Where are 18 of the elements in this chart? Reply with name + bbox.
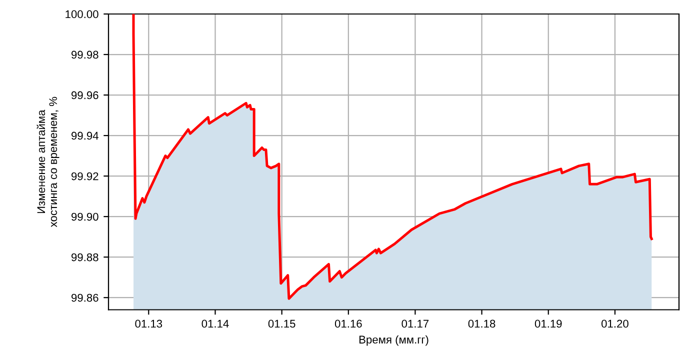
x-tick-label: 01.16 xyxy=(334,320,362,328)
x-axis-title: Время (мм.гг) xyxy=(359,335,428,346)
y-axis-title: Изменение аптайма хостинга со временем, % xyxy=(36,96,60,228)
y-tick-label: 99.98 xyxy=(71,50,98,59)
x-tick-label: 01.18 xyxy=(468,320,496,328)
y-tick-label: 100.00 xyxy=(66,10,98,18)
x-tick-label: 01.20 xyxy=(601,320,628,328)
x-tick-label: 01.19 xyxy=(534,320,562,328)
y-tick-label: 99.92 xyxy=(71,172,98,180)
x-tick-label: 01.14 xyxy=(202,320,229,328)
y-tick-label: 99.88 xyxy=(71,253,98,262)
y-tick-label: 99.94 xyxy=(71,132,98,140)
y-tick-label: 99.96 xyxy=(71,91,98,100)
x-tick-label: 01.17 xyxy=(402,320,429,328)
x-tick-label: 01.13 xyxy=(135,320,162,328)
x-tick-label: 01.15 xyxy=(268,320,296,328)
y-tick-label: 99.86 xyxy=(71,294,98,302)
y-tick-label: 99.90 xyxy=(71,212,98,221)
